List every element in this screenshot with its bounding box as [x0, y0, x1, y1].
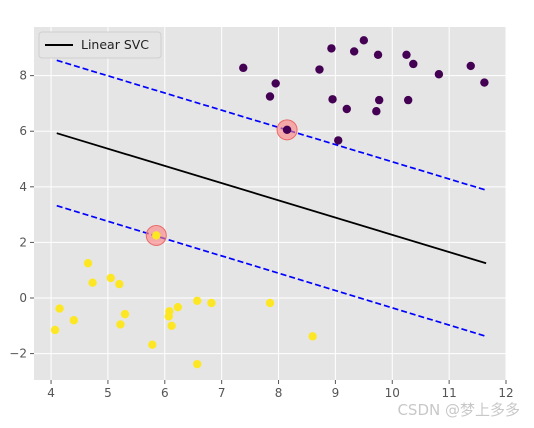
data-point-class-0 — [69, 316, 79, 325]
data-point-class-1 — [334, 136, 343, 145]
data-point-class-1 — [239, 63, 248, 73]
data-point-class-0 — [116, 320, 125, 329]
data-point-class-0 — [152, 231, 161, 240]
data-point-class-1 — [328, 95, 337, 104]
data-point-class-0 — [265, 298, 275, 308]
data-point-class-1 — [480, 78, 489, 87]
data-point-class-0 — [55, 304, 64, 313]
data-point-class-1 — [373, 50, 383, 59]
data-point-class-1 — [374, 95, 384, 105]
grid-lines — [34, 27, 507, 380]
x-tick-label: 7 — [218, 386, 226, 400]
data-point-class-1 — [402, 50, 411, 59]
x-tick-label: 5 — [104, 386, 112, 400]
x-tick-label: 9 — [332, 386, 340, 400]
data-point-class-1 — [372, 107, 381, 116]
data-point-class-1 — [409, 59, 418, 69]
x-tick-label: 10 — [385, 386, 400, 400]
y-tick-label: 0 — [19, 291, 27, 305]
legend-box — [38, 31, 162, 59]
x-tick-label: 8 — [275, 386, 283, 400]
decision-boundary-line — [56, 132, 487, 265]
legend: Linear SVC — [38, 31, 162, 59]
legend-label: Linear SVC — [81, 37, 149, 52]
data-point-class-1 — [403, 95, 413, 105]
lower-margin-line — [56, 204, 487, 338]
data-point-class-1 — [342, 104, 351, 114]
data-point-class-0 — [148, 340, 157, 349]
x-tick-label: 12 — [498, 386, 513, 400]
data-point-class-0 — [173, 302, 183, 312]
data-point-class-0 — [115, 279, 124, 289]
data-point-class-0 — [88, 278, 97, 287]
data-point-class-1 — [315, 65, 324, 74]
y-tick-label: 2 — [19, 235, 27, 249]
y-tick-label: −2 — [9, 347, 27, 361]
data-point-class-0 — [164, 312, 173, 321]
x-tick-label: 6 — [161, 386, 169, 400]
x-tick-label: 11 — [441, 386, 456, 400]
tick-labels: 4 5 6 7 8 9 10 11 12 −2 0 2 4 6 8 — [9, 69, 513, 400]
y-tick-label: 4 — [19, 180, 27, 194]
data-point-class-1 — [359, 36, 369, 45]
y-tick-label: 8 — [19, 69, 27, 83]
data-point-class-1 — [327, 44, 336, 53]
data-point-class-0 — [83, 259, 93, 268]
data-point-class-1 — [282, 125, 292, 135]
data-point-class-1 — [265, 92, 275, 101]
data-point-class-0 — [167, 321, 176, 330]
data-point-class-0 — [193, 296, 202, 305]
data-point-class-0 — [193, 359, 202, 369]
watermark: CSDN @梦上多多 — [397, 401, 520, 419]
data-point-class-1 — [434, 70, 444, 79]
data-point-class-1 — [271, 79, 280, 88]
upper-margin-line — [56, 59, 487, 191]
data-point-class-1 — [349, 47, 359, 56]
plot-background — [34, 27, 506, 380]
data-point-class-0 — [207, 298, 216, 308]
svc-lines — [56, 59, 487, 338]
data-point-class-0 — [308, 332, 317, 341]
data-point-class-1 — [466, 61, 475, 71]
x-tick-label: 4 — [47, 386, 55, 400]
data-point-class-0 — [120, 309, 130, 319]
data-point-class-0 — [50, 325, 60, 335]
data-point-class-0 — [106, 273, 115, 283]
data-points — [50, 36, 489, 369]
y-tick-label: 6 — [19, 124, 27, 138]
